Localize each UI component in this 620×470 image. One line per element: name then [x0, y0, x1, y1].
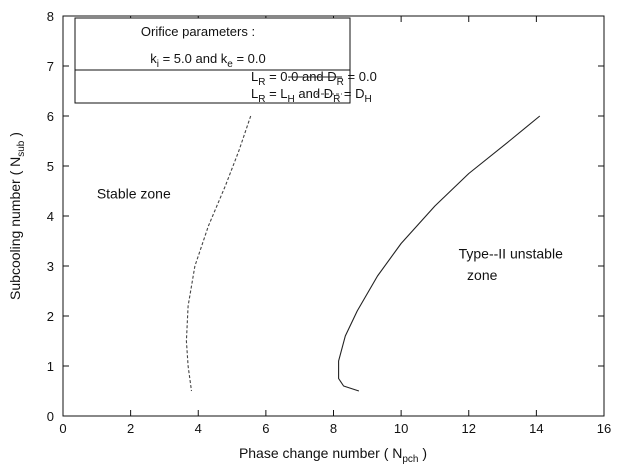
y-tick-label: 6 — [47, 109, 54, 124]
y-tick-label: 8 — [47, 9, 54, 24]
type2-zone-label: Type--II unstable — [459, 246, 563, 262]
x-tick-label: 0 — [59, 421, 66, 436]
legend-box-bottom — [74, 69, 351, 104]
y-tick-label: 7 — [47, 59, 54, 74]
y-tick-label: 3 — [47, 259, 54, 274]
x-tick-label: 10 — [394, 421, 408, 436]
series-line-dashed — [185, 115, 252, 392]
y-ticks: 0 1 2 3 4 5 6 7 8 — [47, 9, 604, 424]
x-tick-label: 4 — [195, 421, 202, 436]
series-layer — [185, 115, 541, 392]
annotations: Stable zone Type--II unstable zone — [97, 186, 563, 284]
x-tick-label: 6 — [262, 421, 269, 436]
x-tick-label: 8 — [330, 421, 337, 436]
legend-title: Orifice parameters : — [141, 24, 255, 39]
x-tick-label: 2 — [127, 421, 134, 436]
x-tick-label: 14 — [529, 421, 543, 436]
y-tick-label: 5 — [47, 159, 54, 174]
y-axis-title: Subcooling number ( Nsub ) — [7, 132, 27, 300]
y-tick-label: 1 — [47, 359, 54, 374]
x-tick-label: 12 — [462, 421, 476, 436]
legend-param: ki = 5.0 and ke = 0.0 — [150, 51, 266, 70]
y-tick-label: 4 — [47, 209, 54, 224]
x-tick-label: 16 — [597, 421, 611, 436]
stable-zone-label: Stable zone — [97, 186, 171, 202]
series-line-solid — [338, 115, 541, 392]
legend-entry-dashed-label: LR = LH and DR = DH — [251, 86, 372, 105]
y-tick-label: 2 — [47, 309, 54, 324]
legend: Orifice parameters : ki = 5.0 and ke = 0… — [74, 17, 377, 105]
x-axis-title: Phase change number ( Npch ) — [239, 445, 427, 465]
legend-box-top — [74, 17, 351, 71]
type2-zone-label: zone — [467, 267, 498, 283]
y-tick-label: 0 — [47, 409, 54, 424]
